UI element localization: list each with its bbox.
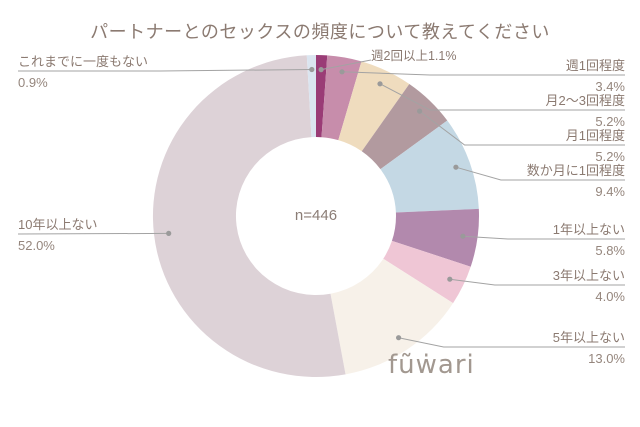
slice-label: 週2回以上: [371, 49, 428, 63]
leader-dot-7: [396, 335, 402, 341]
slice-label: 10年以上ない: [18, 217, 98, 232]
slice-label: 月2〜3回程度: [545, 93, 625, 108]
donut-slice-3: [361, 83, 448, 170]
donut-slice-0: [316, 54, 328, 138]
slice-label: 5年以上ない: [552, 330, 625, 345]
donut-slice-7: [330, 258, 454, 375]
leader-line-2: [379, 83, 625, 111]
leader-line-3: [419, 110, 625, 146]
leader-line-9: [18, 69, 312, 72]
leader-dot-1: [339, 69, 345, 75]
donut-slice-9: [306, 55, 316, 138]
label-no-sex-3yr: 3年以上ない 4.0%: [553, 268, 625, 304]
slice-pct: 5.2%: [595, 149, 625, 164]
slice-label: 3年以上ない: [552, 268, 625, 283]
leader-line-8: [17, 232, 169, 235]
label-never: これまでに一度もない 0.9%: [18, 54, 148, 90]
leader-dot-4: [453, 164, 459, 170]
leader-dot-3: [417, 108, 423, 114]
leader-line-5: [462, 235, 625, 240]
slice-pct: 1.1%: [427, 49, 457, 63]
slice-label: これまでに一度もない: [18, 54, 149, 69]
donut-slice-8: [152, 55, 346, 378]
label-no-sex-5yr: 5年以上ない 13.0%: [553, 330, 625, 366]
slice-label: 月1回程度: [565, 128, 625, 143]
donut-slice-1: [321, 55, 362, 141]
donut-slice-4: [380, 120, 479, 213]
label-month-2-3: 月2〜3回程度 5.2%: [546, 93, 625, 129]
label-month-1: 月1回程度 5.2%: [566, 128, 625, 164]
label-no-sex-10yr: 10年以上ない 52.0%: [18, 217, 97, 253]
leader-line-0: [321, 59, 372, 71]
slice-pct: 3.4%: [595, 79, 625, 94]
leader-dot-0: [318, 67, 324, 73]
slice-label: 1年以上ない: [552, 222, 625, 237]
slice-pct: 5.8%: [595, 243, 625, 258]
slice-pct: 13.0%: [588, 351, 625, 366]
donut-slice-2: [338, 61, 410, 152]
leader-dot-5: [460, 233, 466, 239]
slice-pct: 4.0%: [595, 289, 625, 304]
leader-line-4: [455, 166, 625, 181]
chart-title: パートナーとのセックスの頻度について教えてください: [90, 22, 550, 42]
label-no-sex-1yr: 1年以上ない 5.8%: [553, 222, 625, 258]
donut-slice-5: [391, 208, 479, 267]
fuwari-logo: fũẇari: [388, 350, 475, 380]
label-every-few-months: 数か月に1回程度 9.4%: [527, 163, 625, 199]
leader-line-7: [398, 337, 625, 348]
leader-dot-9: [309, 66, 315, 73]
slice-pct: 5.2%: [595, 114, 625, 129]
leader-line-1: [341, 71, 625, 76]
donut-slice-6: [383, 240, 471, 304]
leader-dot-2: [377, 81, 383, 87]
sample-size-label: n=446: [294, 207, 338, 224]
label-week-1: 週1回程度 3.4%: [566, 58, 625, 94]
slice-label: 週1回程度: [565, 58, 625, 73]
slice-pct: 0.9%: [18, 75, 48, 90]
label-week-2plus: 週2回以上1.1%: [371, 49, 456, 64]
leader-dot-6: [447, 276, 453, 282]
slice-label: 数か月に1回程度: [526, 163, 625, 178]
leader-dot-8: [166, 230, 172, 236]
slice-pct: 9.4%: [595, 184, 625, 199]
leader-line-6: [449, 278, 625, 286]
slice-pct: 52.0%: [18, 238, 55, 253]
